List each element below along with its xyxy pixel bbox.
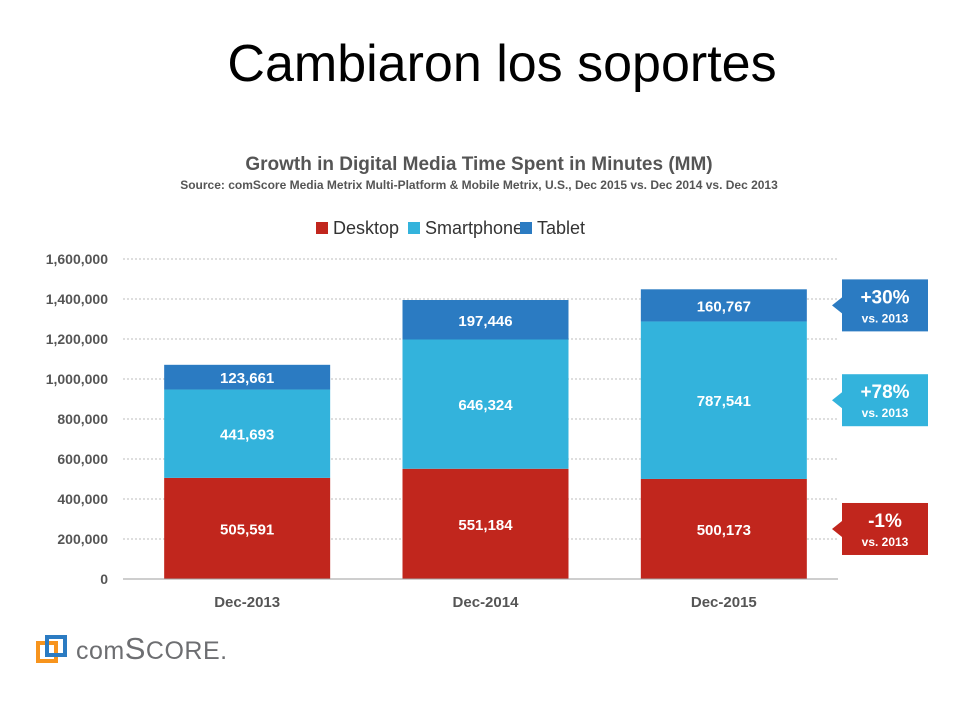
x-tick-label: Dec-2013 xyxy=(214,594,280,611)
bar-value-label: 500,173 xyxy=(697,522,751,539)
comscore-logo: comSCORE. xyxy=(36,631,228,666)
y-tick-label: 1,000,000 xyxy=(46,371,108,387)
bar-value-label: 160,767 xyxy=(697,298,751,315)
y-tick-label: 1,400,000 xyxy=(46,291,108,307)
chart-subtitle: Source: comScore Media Metrix Multi-Plat… xyxy=(180,178,778,192)
y-tick-label: 200,000 xyxy=(57,531,108,547)
bar-value-label: 551,184 xyxy=(458,517,513,534)
y-tick-label: 1,600,000 xyxy=(46,251,108,267)
y-tick-label: 0 xyxy=(100,571,108,587)
y-tick-label: 600,000 xyxy=(57,451,108,467)
legend-label-smartphone: Smartphone xyxy=(425,218,523,238)
legend-label-desktop: Desktop xyxy=(333,218,399,238)
legend-label-tablet: Tablet xyxy=(537,218,585,238)
bar-smartphone-dec-2014 xyxy=(402,339,569,469)
bar-desktop-dec-2015 xyxy=(640,478,807,579)
callout-pointer-smartphone xyxy=(832,392,842,409)
chart-title: Growth in Digital Media Time Spent in Mi… xyxy=(245,154,713,175)
bar-value-label: 505,591 xyxy=(220,521,274,538)
bar-value-label: 197,446 xyxy=(458,313,512,330)
legend-swatch-desktop xyxy=(316,222,328,234)
legend-swatch-tablet xyxy=(520,222,532,234)
bar-value-label: 123,661 xyxy=(220,370,274,387)
bar-value-label: 646,324 xyxy=(458,397,513,414)
callout-main: +78% xyxy=(860,382,909,403)
callout-sub: vs. 2013 xyxy=(862,535,909,549)
x-tick-label: Dec-2015 xyxy=(691,594,757,611)
callout-main: +30% xyxy=(860,287,909,308)
y-tick-label: 800,000 xyxy=(57,411,108,427)
callout-sub: vs. 2013 xyxy=(862,406,909,420)
slide-title: Cambiaron los soportes xyxy=(227,35,777,93)
x-tick-label: Dec-2014 xyxy=(453,594,520,611)
y-tick-label: 1,200,000 xyxy=(46,331,108,347)
callout-main: -1% xyxy=(868,511,902,532)
bar-value-label: 441,693 xyxy=(220,427,274,444)
callout-sub: vs. 2013 xyxy=(862,311,909,325)
bar-smartphone-dec-2015 xyxy=(640,321,807,479)
bar-desktop-dec-2014 xyxy=(402,468,569,579)
bar-tablet-dec-2014 xyxy=(402,300,569,340)
callout-box-tablet xyxy=(842,279,928,332)
comscore-logo-text: comSCORE. xyxy=(76,631,228,666)
legend-swatch-smartphone xyxy=(408,222,420,234)
callout-pointer-tablet xyxy=(832,297,842,314)
bar-tablet-dec-2013 xyxy=(164,364,331,390)
bar-desktop-dec-2013 xyxy=(164,477,331,579)
bar-tablet-dec-2015 xyxy=(640,289,807,322)
y-tick-label: 400,000 xyxy=(57,491,108,507)
callout-pointer-desktop xyxy=(832,520,842,537)
comscore-logo-icon xyxy=(36,635,67,663)
bar-smartphone-dec-2013 xyxy=(164,389,331,478)
callout-box-desktop xyxy=(842,502,928,555)
callout-box-smartphone xyxy=(842,374,928,427)
bar-value-label: 787,541 xyxy=(697,393,751,410)
